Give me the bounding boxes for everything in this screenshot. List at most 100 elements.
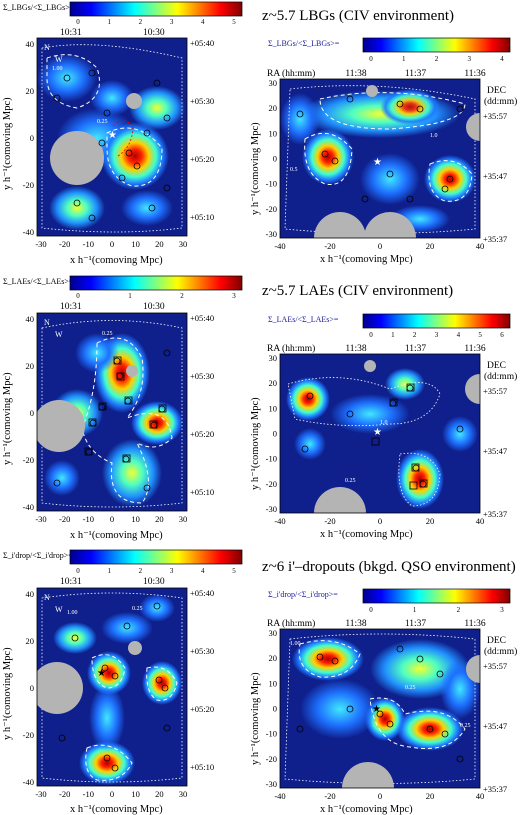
row3-right-contour-c: 0.25 xyxy=(460,723,471,729)
row2-left-xtick: 20 xyxy=(155,514,164,524)
row1-left-contour-a: 1.00 xyxy=(52,66,63,72)
row3-right-dec-tick: +35:47 xyxy=(483,721,507,731)
row3-left-cbar-tick: 3 xyxy=(170,567,174,575)
row1-left-ra-tick-0: 10:31 xyxy=(60,28,82,38)
row1-right-ra-tick: 11:37 xyxy=(405,69,427,79)
row2-left-ra-tick-1: 10:30 xyxy=(143,302,165,312)
row1-right-xtick: -40 xyxy=(274,241,285,251)
row3-left-ra-tick-1: 10:30 xyxy=(143,577,165,587)
row1-right-ytick: -10 xyxy=(266,179,277,189)
row3-left-xticks: -30 -20 -10 0 10 20 30 xyxy=(35,789,187,799)
row3-right-ytick: 30 xyxy=(269,628,278,638)
row1-right-cbar-label: Σ_LBGs/<Σ_LBGs>= xyxy=(268,39,340,48)
row2-left-xtick: 0 xyxy=(110,514,114,524)
row1-left-ytick: -20 xyxy=(23,180,34,190)
row2-right-ra-tick: 11:36 xyxy=(464,344,486,354)
svg-text:★: ★ xyxy=(372,704,381,715)
row3-compass-n: N xyxy=(44,593,50,602)
row3-right-yticks: 30 20 10 0 -10 -20 -30 xyxy=(266,628,277,789)
row2-right-xtick: -20 xyxy=(324,516,335,526)
row3-right-xtick: 0 xyxy=(378,791,382,801)
row3-right-cbar-tick: 3 xyxy=(500,606,504,614)
row1-left-cbar-tick: 2 xyxy=(139,18,143,26)
row3-right-xtick: 40 xyxy=(476,791,485,801)
row1-right-map: ★ 1.0 0.5 xyxy=(280,79,480,238)
row2-right-cbar-tick: 0 xyxy=(369,331,373,339)
row2-right-ytick: 20 xyxy=(269,378,278,388)
row3-right-ytick: 20 xyxy=(269,653,278,663)
row3-left-cbar-label: Σ_i'drop/<Σ_i'drop>= xyxy=(3,551,73,560)
row3-left-cbar-tick: 4 xyxy=(201,567,205,575)
row1-heading: z~5.7 LBGs (CIV environment) xyxy=(262,8,454,24)
row3-right-ytick: -30 xyxy=(266,779,277,789)
row2-compass-n: N xyxy=(44,318,50,327)
row3-right-ytick: -10 xyxy=(266,729,277,739)
row2-left-dec-tick: +05:30 xyxy=(190,371,214,381)
row3-right-xtick: -40 xyxy=(274,791,285,801)
row3: Σ_i'drop/<Σ_i'drop>= 0 1 2 3 4 5 10:31 10:30 xyxy=(2,549,517,815)
row1-right-ra-label: RA (hh:mm) xyxy=(267,68,315,79)
row2-left-ytick: -20 xyxy=(23,455,34,465)
row3-left-ytick: 0 xyxy=(30,683,34,693)
row2-right-ra-label: RA (hh:mm) xyxy=(267,343,315,354)
row3-right-ra-tick: 11:38 xyxy=(345,619,367,629)
row2-left-ytick: 0 xyxy=(30,408,34,418)
row1-right-cbar-tick: 1 xyxy=(402,55,406,63)
row1-left-dec-tick: +05:30 xyxy=(190,96,214,106)
row2-left-cbar-tick: 3 xyxy=(232,292,236,300)
row2-left-xlabel: x h⁻¹(comoving Mpc) xyxy=(70,530,163,541)
row2-left-yticks: 40 20 0 -20 -40 xyxy=(23,314,34,512)
row3-left-ra-tick-0: 10:31 xyxy=(60,577,82,587)
row3-right-ytick: 10 xyxy=(269,678,278,688)
row1-right-ra-ticks: 11:38 11:37 11:36 xyxy=(345,69,486,79)
row3-left-xtick: 0 xyxy=(110,789,114,799)
row2-right-xticks: -40 -20 0 20 40 xyxy=(274,516,484,526)
row1-left-cbar-tick: 1 xyxy=(107,18,111,26)
row3-left-xtick: -20 xyxy=(59,789,70,799)
row3-right-ra-tick: 11:36 xyxy=(464,619,486,629)
row2-left-ra-tick-0: 10:31 xyxy=(60,302,82,312)
row2-left-xtick: 10 xyxy=(131,514,140,524)
row3-left-cbar-tick: 1 xyxy=(107,567,111,575)
row1-right-cbar-ticks: 0 1 2 3 4 xyxy=(369,55,504,63)
row2-left-ytick: 40 xyxy=(26,314,35,324)
row2-right-xtick: 0 xyxy=(378,516,382,526)
row3-compass-w: W xyxy=(55,605,63,614)
row3-left-cbar-ticks: 0 1 2 3 4 5 xyxy=(76,567,236,575)
row1-left-cbar-tick: 5 xyxy=(232,18,236,26)
row3-left-cbar-tick: 2 xyxy=(139,567,143,575)
row1-right-cbar-tick: 2 xyxy=(435,55,439,63)
row1-left-cbar-tick: 3 xyxy=(170,18,174,26)
row1-right-contour-a: 1.0 xyxy=(430,133,438,139)
row1-left-cbar-tick: 4 xyxy=(201,18,205,26)
row3-left-xtick: 30 xyxy=(179,789,188,799)
row3-left-ytick: -20 xyxy=(23,730,34,740)
row2-left-contour: 0.25 xyxy=(102,331,113,337)
row1-right-xticks: -40 -20 0 20 40 xyxy=(274,241,484,251)
row2-right-cbar-tick: 3 xyxy=(435,331,439,339)
row3-right-xticks: -40 -20 0 20 40 xyxy=(274,791,484,801)
row3-right-xlabel: x h⁻¹(comoving Mpc) xyxy=(320,804,413,815)
row3-heading: z~6 i'–dropouts (bkgd. QSO environment) xyxy=(262,559,516,575)
row2-right-dec-tick: +35:37 xyxy=(483,509,507,519)
row2-right-ylabel: y h⁻¹(comoving Mpc) xyxy=(250,397,261,490)
row1-right-xlabel: x h⁻¹(comoving Mpc) xyxy=(320,254,413,265)
row1-right-cbar-tick: 0 xyxy=(369,55,373,63)
row1-left-contour-b: 0.25 xyxy=(97,119,108,125)
row1-right-dec-tick: +35:47 xyxy=(483,171,507,181)
row1-left-xtick: -10 xyxy=(83,239,94,249)
row3-right-cbar-label: Σ_i'drop/<Σ_i'drop>= xyxy=(268,590,338,599)
row1-right-ra-tick: 11:36 xyxy=(464,69,486,79)
row1-left-ytick: 0 xyxy=(30,133,34,143)
row2-left-ytick: 20 xyxy=(26,361,35,371)
row3-right-contour-a: 1.00 xyxy=(290,641,301,647)
row3-left-contour-b: 0.25 xyxy=(132,606,143,612)
row1-right-cbar-tick: 3 xyxy=(468,55,472,63)
row1-left-dec: +05:40 +05:30 +05:20 +05:10 xyxy=(190,38,214,222)
row3-right-xtick: -20 xyxy=(324,791,335,801)
row2-right-ra-ticks: 11:38 11:37 11:36 xyxy=(345,344,486,354)
row2-right-ytick: -20 xyxy=(266,479,277,489)
row2-right-contour-b: 0.25 xyxy=(345,478,356,484)
row3-right-cbar-tick: 2 xyxy=(457,606,461,614)
row1-right-ytick: -20 xyxy=(266,204,277,214)
